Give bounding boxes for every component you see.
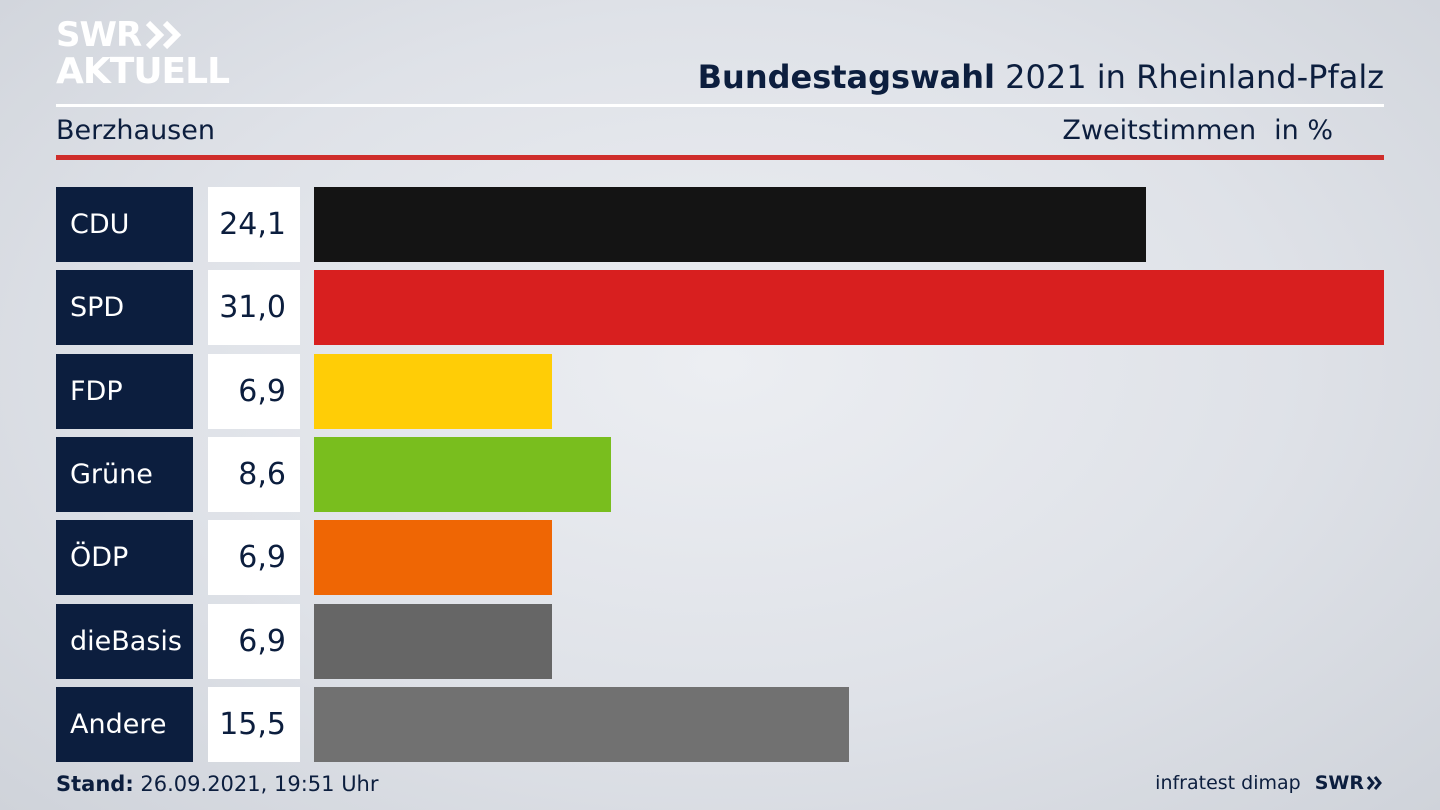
value-label: 15,5 bbox=[208, 687, 300, 762]
double-chevron-icon bbox=[146, 20, 182, 50]
bar-row: Grüne 8,6 bbox=[56, 437, 1384, 512]
double-chevron-icon bbox=[1366, 776, 1382, 790]
party-label: Andere bbox=[56, 687, 193, 762]
timestamp-value: 26.09.2021, 19:51 Uhr bbox=[140, 772, 379, 796]
bar bbox=[314, 687, 849, 762]
timestamp-label: Stand: bbox=[56, 772, 134, 796]
party-label: CDU bbox=[56, 187, 193, 262]
bar-row: FDP 6,9 bbox=[56, 354, 1384, 429]
footer-credits: infratest dimap SWR bbox=[1155, 772, 1384, 794]
value-label: 6,9 bbox=[208, 520, 300, 595]
source-label: infratest dimap bbox=[1155, 772, 1301, 794]
bar bbox=[314, 187, 1146, 262]
chart-title-rest: 2021 in Rheinland-Pfalz bbox=[1005, 58, 1384, 96]
party-label: Grüne bbox=[56, 437, 193, 512]
accent-divider bbox=[56, 155, 1384, 160]
logo-line1: SWR bbox=[56, 15, 142, 55]
chart-title-bold: Bundestagswahl bbox=[697, 58, 995, 96]
bar-row: ÖDP 6,9 bbox=[56, 520, 1384, 595]
chart-title: Bundestagswahl 2021 in Rheinland-Pfalz bbox=[698, 58, 1384, 96]
bar bbox=[314, 270, 1384, 345]
header-divider bbox=[56, 104, 1384, 107]
value-label: 24,1 bbox=[208, 187, 300, 262]
unit-label: in % bbox=[1274, 115, 1333, 146]
value-label: 6,9 bbox=[208, 354, 300, 429]
party-label: SPD bbox=[56, 270, 193, 345]
party-label: dieBasis bbox=[56, 604, 193, 679]
bar bbox=[314, 604, 553, 679]
bar-row: Andere 15,5 bbox=[56, 687, 1384, 762]
bar-row: SPD 31,0 bbox=[56, 270, 1384, 345]
timestamp: Stand: 26.09.2021, 19:51 Uhr bbox=[56, 772, 379, 796]
value-label: 8,6 bbox=[208, 437, 300, 512]
bar-row: CDU 24,1 bbox=[56, 187, 1384, 262]
party-label: ÖDP bbox=[56, 520, 193, 595]
bar-row: dieBasis 6,9 bbox=[56, 604, 1384, 679]
bar bbox=[314, 520, 553, 595]
value-label: 6,9 bbox=[208, 604, 300, 679]
swr-brand: SWR bbox=[1315, 772, 1384, 794]
party-label: FDP bbox=[56, 354, 193, 429]
logo-line2: AKTUELL bbox=[56, 51, 230, 92]
measure-name: Zweitstimmen bbox=[1062, 115, 1257, 146]
swr-aktuell-logo: SWR AKTUELL bbox=[56, 15, 230, 92]
bar bbox=[314, 354, 553, 429]
value-label: 31,0 bbox=[208, 270, 300, 345]
measure-label: Zweitstimmen in % bbox=[1062, 115, 1333, 146]
swr-brand-text: SWR bbox=[1314, 772, 1364, 794]
region-name: Berzhausen bbox=[56, 115, 215, 146]
bar bbox=[314, 437, 611, 512]
